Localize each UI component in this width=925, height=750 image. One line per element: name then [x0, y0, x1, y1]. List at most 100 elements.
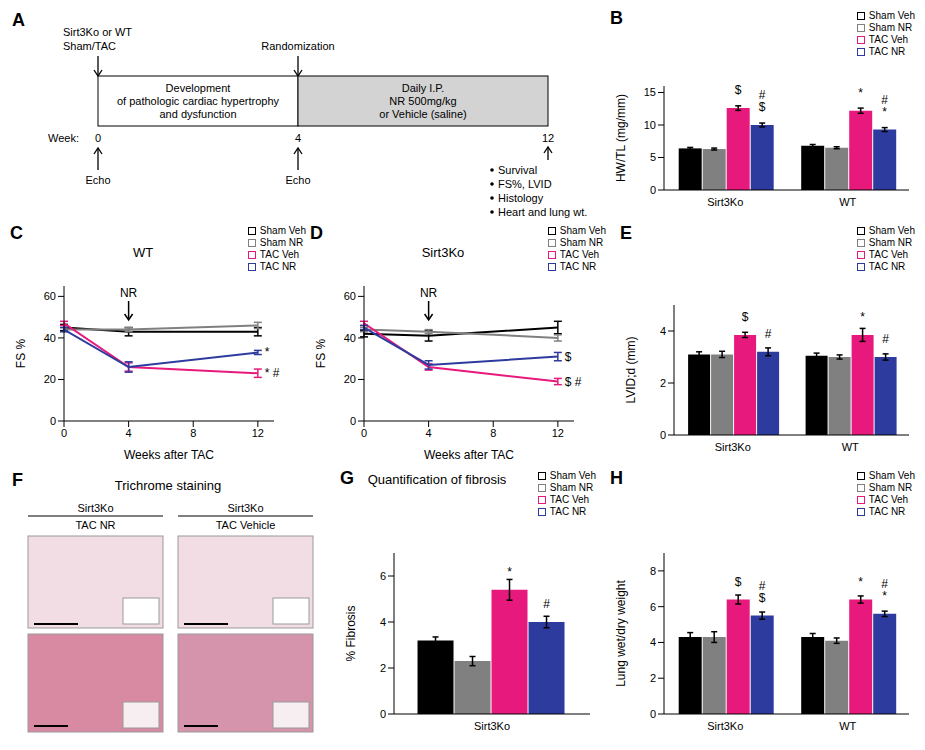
svg-text:12: 12 — [542, 132, 554, 144]
svg-text:$: $ — [759, 591, 766, 605]
svg-text:#: # — [765, 327, 772, 341]
svg-text:$: $ — [735, 575, 742, 589]
svg-text:A: A — [12, 10, 25, 30]
svg-text:$ #: $ # — [565, 375, 582, 389]
svg-text:* #: * # — [265, 366, 280, 380]
svg-text:0: 0 — [61, 427, 67, 439]
svg-text:Development: Development — [166, 82, 231, 94]
svg-text:NR 500mg/kg: NR 500mg/kg — [389, 95, 456, 107]
svg-text:40: 40 — [344, 332, 356, 344]
svg-text:TAC Vehicle: TAC Vehicle — [216, 519, 276, 531]
svg-text:Trichrome staining: Trichrome staining — [115, 478, 221, 493]
svg-text:4: 4 — [426, 427, 432, 439]
svg-text:Echo: Echo — [285, 174, 310, 186]
svg-text:60: 60 — [344, 290, 356, 302]
svg-text:10: 10 — [644, 119, 656, 131]
svg-text:$: $ — [742, 310, 749, 324]
svg-text:12: 12 — [552, 427, 564, 439]
svg-text:NR: NR — [120, 286, 138, 300]
svg-text:*: * — [265, 345, 270, 359]
html-text:G: G — [340, 468, 354, 488]
svg-text:8: 8 — [190, 427, 196, 439]
svg-text:4: 4 — [295, 132, 301, 144]
svg-text:LVID;d (mm): LVID;d (mm) — [624, 336, 638, 403]
html-text:D: D — [310, 223, 323, 243]
svg-text:20: 20 — [44, 373, 56, 385]
svg-text:Sirt3Ko: Sirt3Ko — [707, 196, 743, 208]
svg-text:0: 0 — [660, 429, 666, 441]
html-text:C: C — [10, 223, 23, 243]
svg-text:of pathologic cardiac hypertro: of pathologic cardiac hypertrophy — [117, 95, 280, 107]
svg-text:F: F — [12, 470, 23, 490]
html-text:WT: WT — [132, 245, 154, 260]
svg-text:6: 6 — [380, 570, 386, 582]
svg-text:Echo: Echo — [85, 174, 110, 186]
svg-text:0: 0 — [650, 708, 656, 720]
svg-text:*: * — [882, 105, 887, 119]
svg-text:$: $ — [735, 83, 742, 97]
svg-text:#: # — [543, 597, 550, 611]
html-text:Quantification of fibrosis: Quantification of fibrosis — [367, 472, 507, 487]
svg-text:12: 12 — [252, 427, 264, 439]
svg-text:20: 20 — [344, 373, 356, 385]
svg-text:0: 0 — [650, 184, 656, 196]
svg-text:$: $ — [759, 100, 766, 114]
svg-text:8: 8 — [650, 565, 656, 577]
svg-text:Sirt3Ko: Sirt3Ko — [227, 502, 263, 514]
svg-text:0: 0 — [361, 427, 367, 439]
svg-text:4: 4 — [380, 616, 386, 628]
svg-text:FS %: FS % — [14, 339, 28, 369]
svg-text:0: 0 — [350, 415, 356, 427]
svg-text:Sirt3Ko: Sirt3Ko — [715, 441, 751, 453]
svg-text:Daily I.P.: Daily I.P. — [402, 82, 445, 94]
svg-text:0: 0 — [50, 415, 56, 427]
svg-text:Heart and lung wt.: Heart and lung wt. — [498, 206, 587, 218]
svg-text:Sirt3Ko: Sirt3Ko — [707, 720, 743, 732]
svg-text:Lung wet/dry weight: Lung wet/dry weight — [614, 579, 628, 686]
svg-text:2: 2 — [650, 672, 656, 684]
svg-text:4: 4 — [660, 325, 666, 337]
svg-text:6: 6 — [650, 601, 656, 613]
svg-text:WT: WT — [842, 441, 859, 453]
svg-text:Weeks after TAC: Weeks after TAC — [424, 448, 514, 462]
svg-text:Weeks after TAC: Weeks after TAC — [124, 448, 214, 462]
svg-text:*: * — [882, 589, 887, 603]
svg-text:*: * — [858, 575, 863, 589]
svg-text:Sirt3Ko: Sirt3Ko — [77, 502, 113, 514]
svg-text:15: 15 — [644, 86, 656, 98]
html-text:B: B — [610, 8, 623, 28]
svg-text:WT: WT — [839, 720, 856, 732]
svg-text:2: 2 — [380, 662, 386, 674]
svg-text:TAC NR: TAC NR — [75, 519, 115, 531]
svg-text:*: * — [858, 86, 863, 100]
svg-text:4: 4 — [650, 636, 656, 648]
svg-text:Histology: Histology — [498, 192, 544, 204]
svg-text:*: * — [860, 310, 865, 324]
svg-text:40: 40 — [44, 332, 56, 344]
svg-text:and dysfunction: and dysfunction — [159, 108, 236, 120]
svg-text:2: 2 — [660, 377, 666, 389]
svg-text:or Vehicle (saline): or Vehicle (saline) — [379, 108, 466, 120]
html-text:Sirt3Ko: Sirt3Ko — [421, 245, 465, 260]
svg-text:$: $ — [565, 350, 572, 364]
svg-text:Week:: Week: — [48, 132, 79, 144]
svg-text:5: 5 — [650, 151, 656, 163]
svg-text:Sham/TAC: Sham/TAC — [63, 40, 116, 52]
svg-text:Sirt3Ko or WT: Sirt3Ko or WT — [63, 26, 132, 38]
svg-text:Randomization: Randomization — [261, 40, 334, 52]
svg-text:4: 4 — [126, 427, 132, 439]
svg-text:NR: NR — [420, 286, 438, 300]
svg-text:60: 60 — [44, 290, 56, 302]
svg-text:% Fibrosis: % Fibrosis — [344, 605, 358, 661]
svg-text:FS%, LVID: FS%, LVID — [498, 178, 552, 190]
svg-text:0: 0 — [380, 708, 386, 720]
svg-text:8: 8 — [490, 427, 496, 439]
svg-text:FS %: FS % — [314, 339, 328, 369]
svg-text:0: 0 — [95, 132, 101, 144]
svg-text:HW/TL (mg/mm): HW/TL (mg/mm) — [614, 94, 628, 182]
svg-text:Sirt3Ko: Sirt3Ko — [474, 720, 510, 732]
svg-text:Survival: Survival — [498, 164, 537, 176]
svg-text:#: # — [882, 332, 889, 346]
svg-text:WT: WT — [839, 196, 856, 208]
svg-text:*: * — [507, 565, 512, 579]
